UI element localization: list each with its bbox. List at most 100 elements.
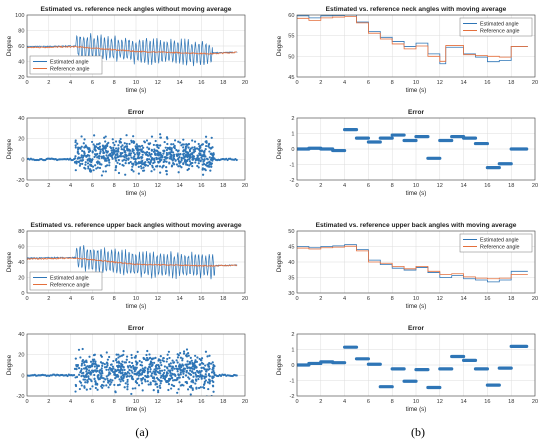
error-point [167, 350, 171, 353]
error-point [150, 152, 153, 156]
y-tick-label: 50 [288, 229, 294, 235]
error-point [137, 172, 140, 175]
error-point [205, 161, 209, 165]
error-point [74, 144, 77, 147]
error-point [206, 165, 209, 168]
x-tick-label: 2 [47, 183, 50, 189]
error-point [158, 160, 162, 163]
x-tick-label: 10 [133, 296, 139, 302]
error-point [189, 356, 192, 359]
error-point [185, 355, 189, 358]
x-tick-label: 8 [391, 183, 394, 189]
error-point [208, 380, 212, 383]
error-point [96, 146, 100, 150]
error-point [162, 152, 165, 155]
error-point [80, 145, 83, 148]
error-point [133, 370, 136, 373]
error-point [89, 387, 92, 390]
x-tick-label: 8 [391, 80, 394, 86]
error-point [165, 136, 169, 139]
x-tick-label: 14 [176, 296, 182, 302]
error-point [130, 356, 133, 359]
error-point [96, 160, 99, 163]
error-point [133, 368, 137, 371]
error-point [81, 347, 84, 351]
error-point [198, 363, 201, 366]
error-point [80, 364, 83, 367]
error-point [123, 158, 126, 161]
error-point [172, 151, 175, 154]
error-point [74, 160, 77, 164]
error-point [197, 386, 201, 390]
error-point [197, 166, 200, 169]
x-tick-label: 20 [242, 296, 248, 302]
error-point [201, 158, 204, 161]
error-point [207, 365, 211, 368]
error-point [116, 364, 119, 368]
error-point [144, 366, 147, 369]
error-point [121, 159, 124, 162]
error-point [114, 390, 117, 393]
error-point [106, 377, 109, 380]
error-point [180, 366, 183, 369]
error-point [149, 356, 152, 360]
error-point [163, 365, 167, 368]
x-tick-label: 4 [69, 296, 72, 302]
error-point [186, 360, 189, 363]
error-point [105, 351, 108, 354]
error-point [175, 163, 179, 166]
y-tick-label: 2 [291, 116, 294, 122]
error-point [75, 365, 78, 368]
error-point [94, 362, 97, 366]
error-point [127, 158, 130, 161]
error-point [184, 380, 187, 384]
y-tick-label: 40 [18, 332, 24, 338]
error-point [162, 371, 166, 375]
error-point [182, 162, 185, 166]
error-point [159, 133, 162, 136]
error-point [158, 384, 161, 387]
error-point [98, 152, 102, 155]
error-point [159, 379, 162, 382]
error-point [213, 371, 216, 375]
error-point [134, 387, 137, 390]
error-point [211, 379, 214, 382]
error-point [132, 135, 135, 138]
error-point [198, 370, 201, 373]
x-tick-label: 4 [69, 399, 72, 405]
error-point [200, 156, 203, 159]
error-point [82, 150, 86, 153]
y-tick-label: 1 [291, 348, 294, 354]
x-tick-label: 20 [532, 296, 538, 302]
error-point [95, 367, 98, 370]
x-tick-label: 12 [155, 296, 161, 302]
error-point [123, 368, 126, 372]
error-point [142, 166, 145, 169]
error-point [128, 368, 131, 372]
error-point [136, 148, 140, 151]
error-point [128, 364, 132, 367]
error-point [113, 383, 116, 387]
error-point [130, 369, 133, 372]
x-tick-label: 12 [437, 80, 443, 86]
error-point [90, 160, 93, 164]
y-tick-label: 0 [21, 373, 24, 379]
legend-entry: Estimated angle [480, 238, 519, 244]
error-point [156, 385, 159, 389]
error-point [141, 169, 145, 172]
error-point [93, 377, 96, 380]
error-point [90, 164, 93, 168]
error-point [86, 146, 89, 150]
legend-entry: Estimated angle [50, 60, 89, 66]
error-point [114, 168, 117, 172]
error-point [168, 370, 172, 373]
error-point [172, 155, 175, 158]
error-point [114, 166, 118, 169]
error-point [134, 160, 137, 163]
error-point [202, 160, 205, 163]
x-tick-label: 4 [69, 183, 72, 189]
x-tick-label: 0 [295, 80, 298, 86]
error-point [81, 358, 85, 362]
